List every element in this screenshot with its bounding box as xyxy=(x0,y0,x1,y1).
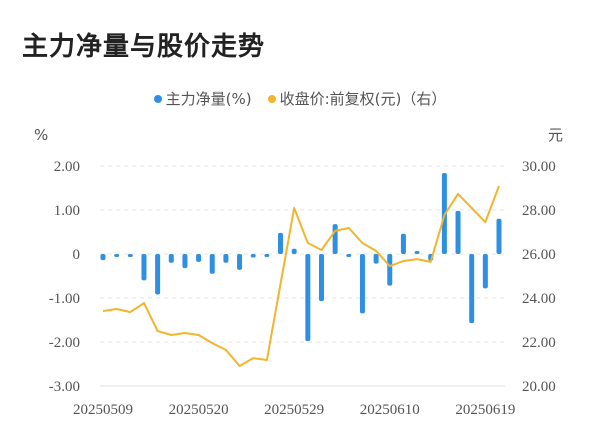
net-flow-bar[interactable] xyxy=(141,254,147,281)
net-flow-bar[interactable] xyxy=(496,218,502,254)
net-flow-bars xyxy=(100,173,502,342)
net-flow-bar[interactable] xyxy=(100,254,106,261)
gridlines xyxy=(100,165,505,387)
net-flow-bar[interactable] xyxy=(414,251,420,254)
right-tick-label: 22.00 xyxy=(522,335,556,351)
legend-dot-icon xyxy=(153,94,162,103)
net-flow-bar[interactable] xyxy=(332,224,338,254)
right-axis-ticks: 30.00 28.00 26.00 24.00 22.00 20.00 xyxy=(522,159,556,395)
net-flow-bar[interactable] xyxy=(264,254,270,257)
right-tick-label: 28.00 xyxy=(522,203,556,219)
chart-legend: 主力净量(%) 收盘价:前复权(元)（右） xyxy=(0,88,600,109)
net-flow-bar[interactable] xyxy=(127,254,133,257)
left-axis-unit: % xyxy=(34,126,49,144)
net-flow-bar[interactable] xyxy=(168,254,174,263)
net-flow-bar[interactable] xyxy=(182,254,188,269)
right-tick-label: 26.00 xyxy=(522,247,556,263)
legend-label: 主力净量(%) xyxy=(165,90,252,108)
left-tick-label: 1.00 xyxy=(54,203,80,219)
right-axis-unit: 元 xyxy=(548,126,564,144)
net-flow-bar[interactable] xyxy=(223,254,229,263)
close-price-line xyxy=(102,185,500,367)
left-tick-label: 0 xyxy=(73,247,81,263)
net-flow-bar[interactable] xyxy=(278,232,284,254)
x-axis-ticks: 20250509 20250520 20250529 20250610 20250619 xyxy=(73,402,515,418)
net-flow-bar[interactable] xyxy=(469,254,475,324)
x-tick-label: 20250619 xyxy=(455,402,515,418)
left-axis-ticks: 2.00 1.00 0 -1.00 -2.00 -3.00 xyxy=(49,159,80,395)
legend-label: 收盘价:前复权(元)（右） xyxy=(279,90,447,108)
net-flow-bar[interactable] xyxy=(305,254,311,342)
x-tick-label: 20250520 xyxy=(169,402,229,418)
legend-item-net-flow[interactable]: 主力净量(%) xyxy=(153,88,252,109)
x-tick-label: 20250610 xyxy=(360,402,420,418)
net-flow-bar[interactable] xyxy=(291,248,297,254)
x-tick-label: 20250509 xyxy=(73,402,133,418)
left-tick-label: 2.00 xyxy=(54,159,80,175)
net-flow-bar[interactable] xyxy=(373,254,379,264)
left-tick-label: -1.00 xyxy=(49,291,80,307)
right-tick-label: 20.00 xyxy=(522,379,556,395)
net-flow-bar[interactable] xyxy=(209,254,215,274)
legend-dot-icon xyxy=(267,94,276,103)
left-tick-label: -3.00 xyxy=(49,379,80,395)
net-flow-bar[interactable] xyxy=(346,254,352,257)
legend-item-close-price[interactable]: 收盘价:前复权(元)（右） xyxy=(267,88,447,109)
net-flow-bar[interactable] xyxy=(400,233,406,254)
net-flow-bar[interactable] xyxy=(318,254,324,302)
net-flow-bar[interactable] xyxy=(387,254,393,286)
x-tick-label: 20250529 xyxy=(264,402,324,418)
right-tick-label: 24.00 xyxy=(522,291,556,307)
net-flow-bar[interactable] xyxy=(196,254,202,262)
net-flow-bar[interactable] xyxy=(155,254,161,295)
close-price-polyline[interactable] xyxy=(102,185,500,367)
net-flow-bar[interactable] xyxy=(114,254,120,257)
chart-title: 主力净量与股价走势 xyxy=(22,32,266,62)
net-flow-bar[interactable] xyxy=(482,254,488,289)
net-flow-bar[interactable] xyxy=(455,210,461,254)
right-tick-label: 30.00 xyxy=(522,159,556,175)
net-flow-bar[interactable] xyxy=(250,254,256,258)
left-tick-label: -2.00 xyxy=(49,335,80,351)
net-flow-bar[interactable] xyxy=(359,254,365,314)
net-flow-bar[interactable] xyxy=(237,254,243,270)
